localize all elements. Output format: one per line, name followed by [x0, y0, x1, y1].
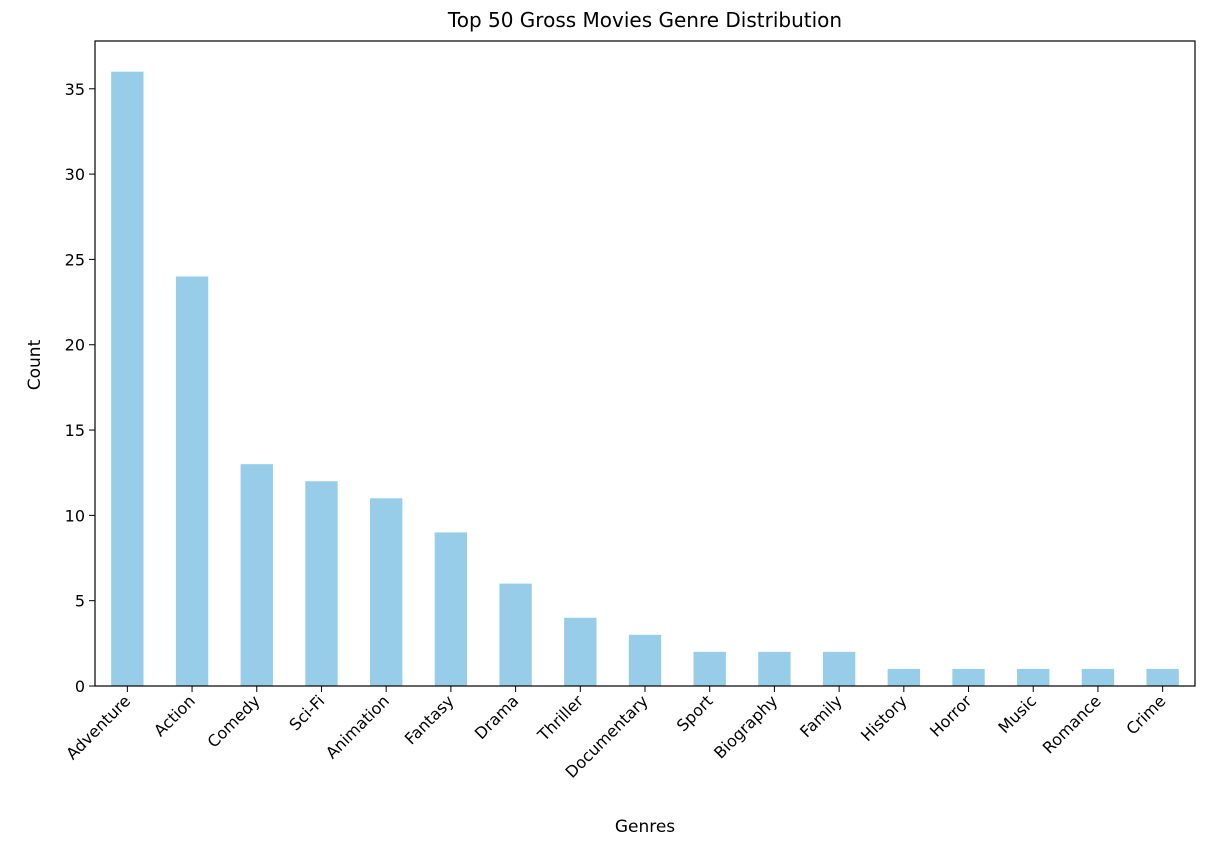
chart-title: Top 50 Gross Movies Genre Distribution — [447, 8, 842, 32]
bar-music — [1017, 668, 1050, 686]
x-tick-label: Adventure — [62, 691, 134, 763]
x-tick-label: Sport — [673, 691, 717, 735]
y-tick-label: 20 — [65, 336, 85, 355]
y-axis-label: Count — [25, 339, 45, 390]
y-tick-label: 0 — [75, 677, 85, 696]
bar-horror — [952, 668, 985, 686]
bar-biography — [758, 651, 791, 686]
bar-history — [887, 668, 920, 686]
x-tick-label: Romance — [1039, 691, 1105, 757]
y-tick-label: 25 — [65, 250, 85, 269]
y-tick-label: 35 — [65, 80, 85, 99]
x-tick-label: Horror — [926, 691, 976, 741]
y-tick-label: 10 — [65, 506, 85, 525]
x-tick-label: Biography — [710, 691, 781, 762]
bar-drama — [499, 583, 532, 686]
x-tick-label: Action — [150, 691, 199, 740]
bar-thriller — [564, 617, 597, 686]
x-tick-label: Sci-Fi — [285, 691, 328, 734]
bar-romance — [1081, 668, 1115, 686]
x-tick-label: History — [857, 691, 911, 745]
x-tick-label: Animation — [322, 691, 393, 762]
y-axis: 0 5 10 15 20 25 30 35 — [65, 80, 95, 696]
bar-action — [175, 276, 209, 686]
y-tick-label: 15 — [65, 421, 85, 440]
x-tick-label: Thriller — [533, 691, 587, 745]
bar-documentary — [628, 634, 662, 686]
y-tick-label: 30 — [65, 165, 85, 184]
bar-family — [822, 651, 856, 686]
bar-sci-fi — [305, 481, 338, 686]
y-tick-label: 5 — [75, 592, 85, 611]
bars-group — [111, 71, 1179, 686]
x-tick-label: Fantasy — [401, 691, 458, 748]
bar-comedy — [240, 464, 273, 686]
x-axis-label: Genres — [615, 817, 675, 837]
bar-adventure — [111, 71, 144, 686]
x-tick-label: Crime — [1122, 691, 1169, 738]
bar-crime — [1146, 668, 1179, 686]
x-tick-label: Comedy — [203, 691, 263, 751]
bar-animation — [370, 498, 403, 686]
x-tick-label: Drama — [471, 691, 523, 743]
x-tick-label: Music — [994, 691, 1040, 737]
bar-sport — [693, 651, 726, 686]
bar-fantasy — [434, 532, 468, 686]
x-tick-label: Family — [796, 691, 846, 741]
